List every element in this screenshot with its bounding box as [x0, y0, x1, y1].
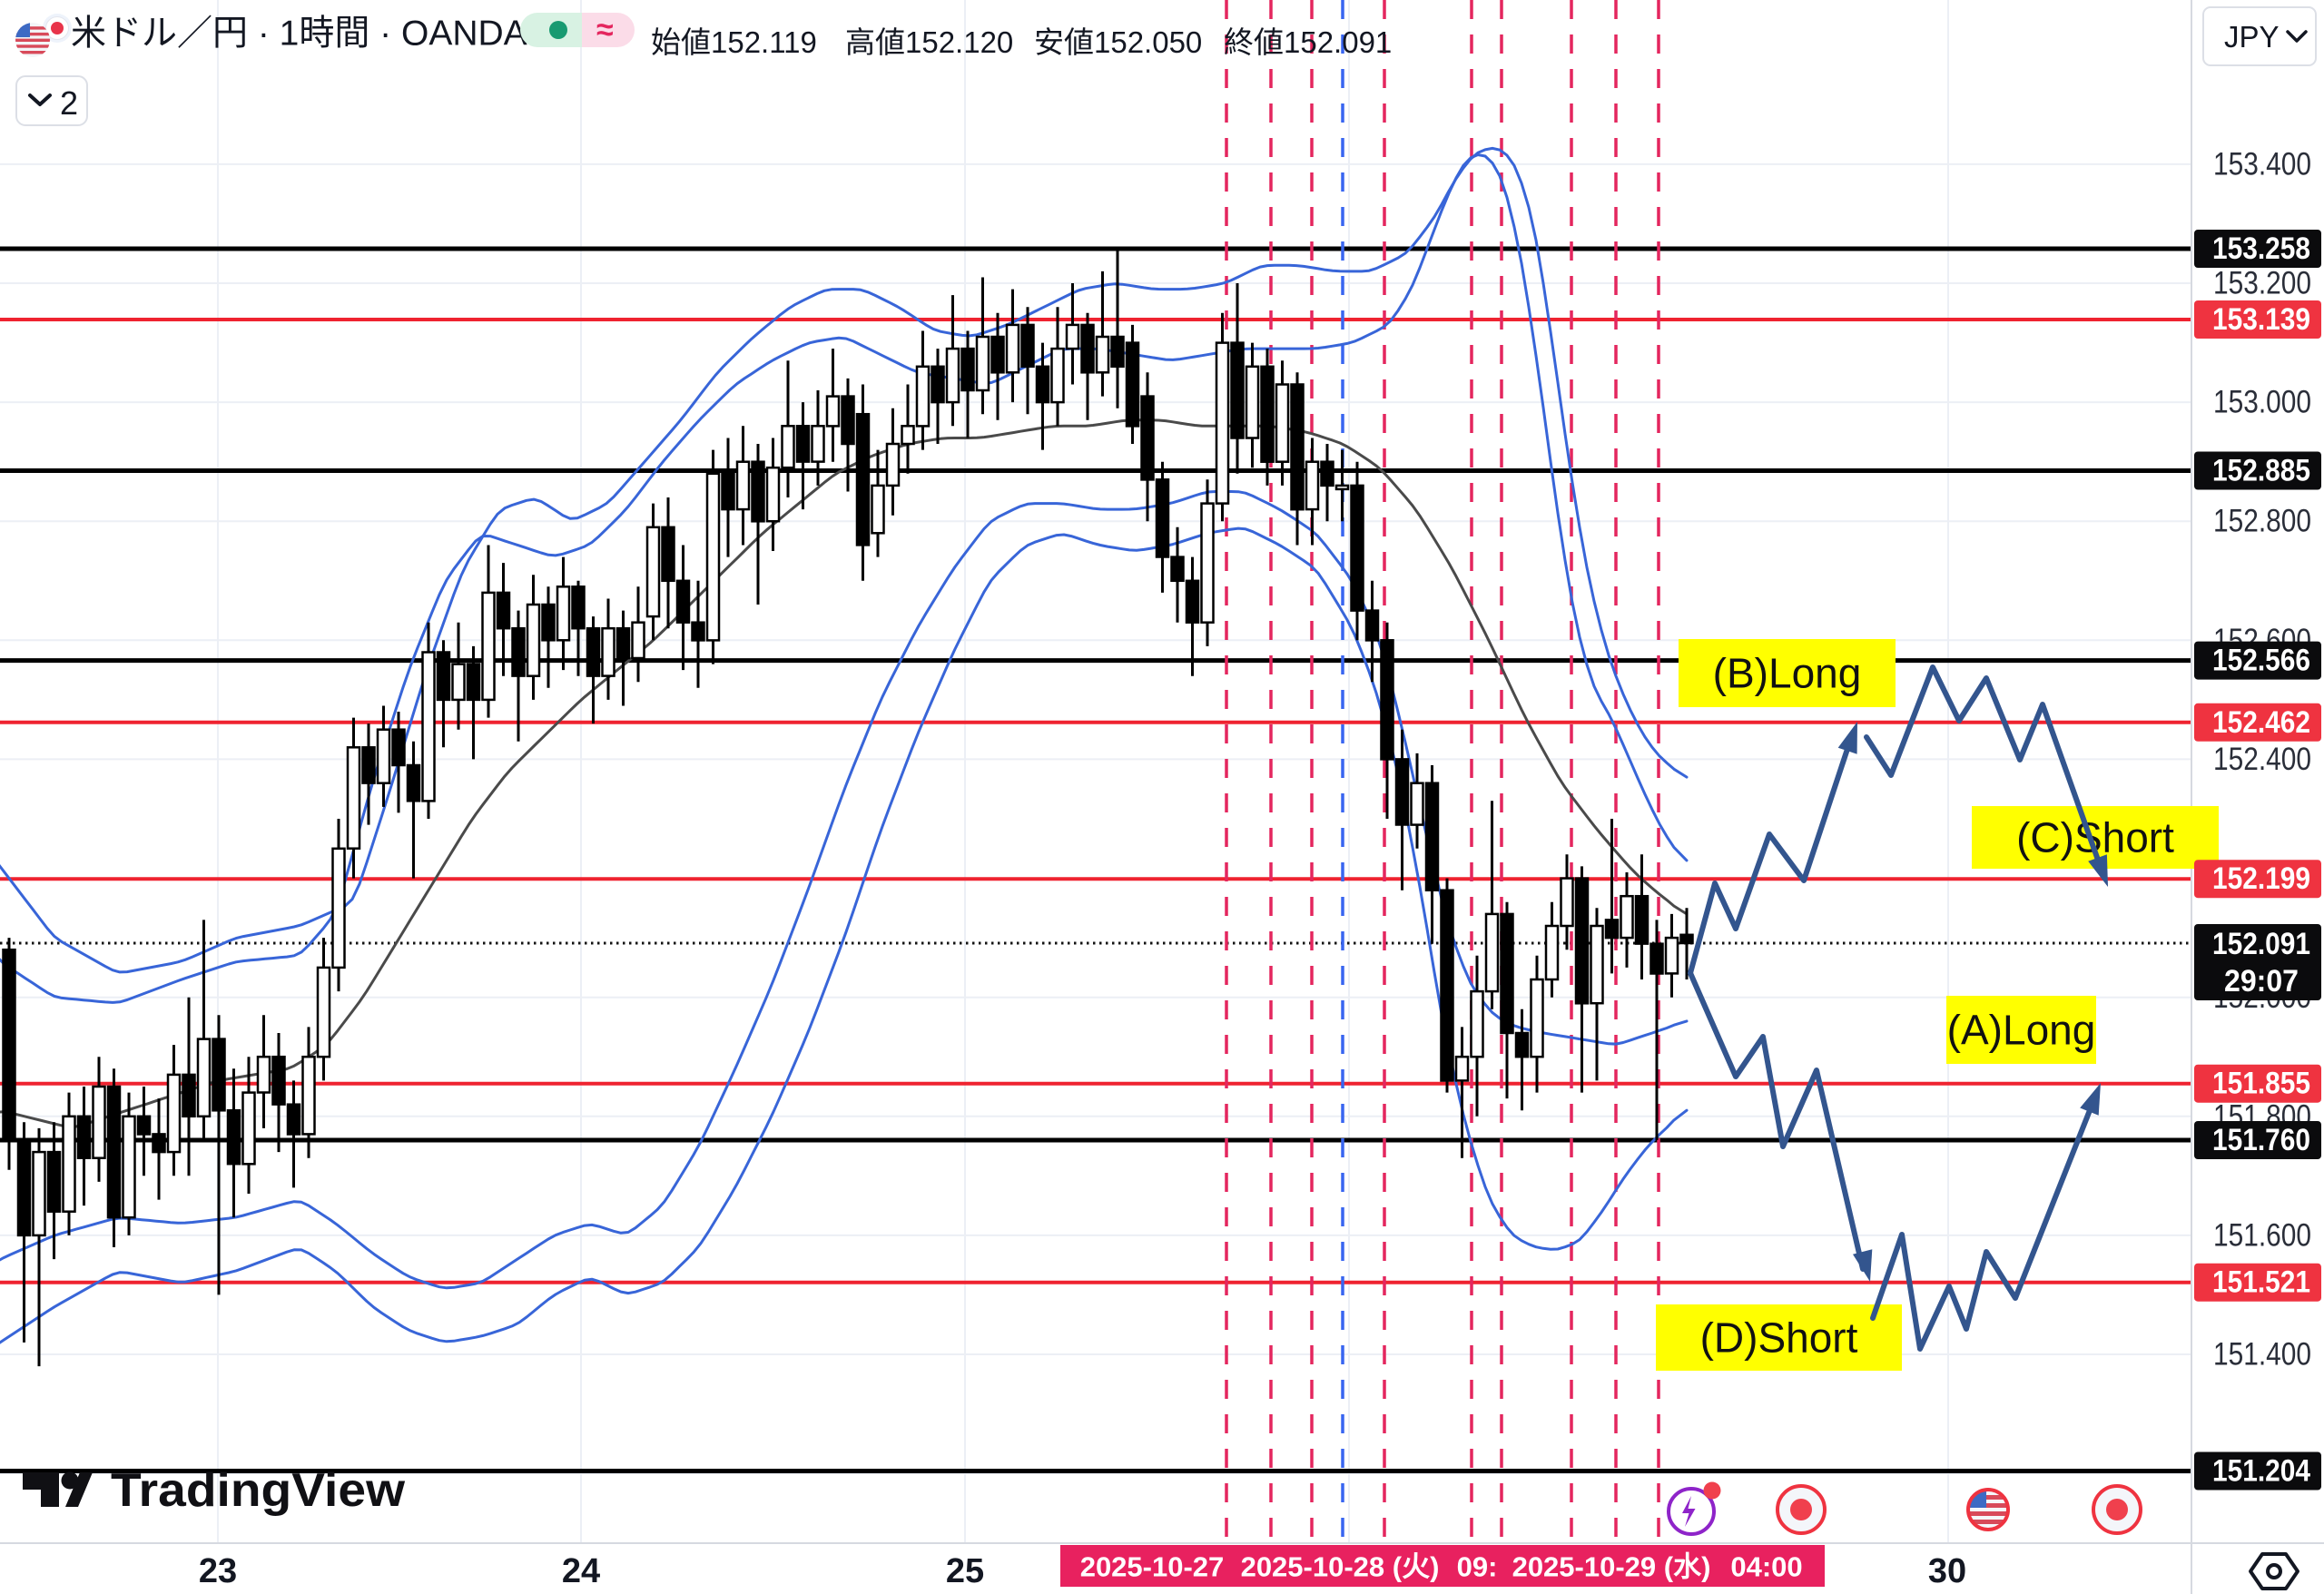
svg-text:152.199: 152.199: [2212, 861, 2310, 896]
svg-text:24: 24: [562, 1552, 600, 1590]
svg-text:30: 30: [1928, 1552, 1966, 1590]
svg-text:高値152.120: 高値152.120: [845, 25, 1013, 59]
svg-text:151.855: 151.855: [2212, 1067, 2310, 1101]
svg-text:≈: ≈: [596, 13, 614, 47]
svg-text:151.521: 151.521: [2212, 1265, 2310, 1300]
svg-text:2025-10-27: 2025-10-27: [1080, 1551, 1225, 1583]
svg-text:23: 23: [199, 1552, 237, 1590]
svg-text:2025-10-28 (火): 2025-10-28 (火): [1241, 1551, 1440, 1583]
svg-text:2025-10-29 (水): 2025-10-29 (水): [1512, 1551, 1711, 1583]
svg-text:2: 2: [60, 84, 78, 122]
svg-text:151.204: 151.204: [2212, 1454, 2310, 1489]
svg-text:始値152.119: 始値152.119: [651, 25, 817, 59]
svg-text:安値152.050: 安値152.050: [1034, 25, 1202, 59]
svg-text:153.258: 153.258: [2212, 231, 2310, 266]
svg-text:153.200: 153.200: [2213, 266, 2311, 301]
svg-text:152.566: 152.566: [2212, 644, 2310, 678]
svg-text:151.400: 151.400: [2213, 1337, 2311, 1373]
svg-text:153.000: 153.000: [2213, 385, 2311, 420]
svg-text:25: 25: [946, 1552, 984, 1590]
svg-text:TradingView: TradingView: [111, 1464, 406, 1517]
svg-text:152.885: 152.885: [2212, 454, 2310, 488]
svg-text:152.091: 152.091: [2212, 927, 2310, 961]
svg-text:151.760: 151.760: [2212, 1123, 2310, 1157]
svg-text:152.400: 152.400: [2213, 742, 2311, 777]
svg-text:29:07: 29:07: [2224, 964, 2299, 999]
svg-text:04:00: 04:00: [1730, 1551, 1802, 1583]
svg-text:151.600: 151.600: [2213, 1217, 2311, 1253]
svg-text:152.462: 152.462: [2212, 705, 2310, 740]
svg-text:(A)Long: (A)Long: [1947, 1007, 2096, 1054]
svg-text:(B)Long: (B)Long: [1713, 650, 1862, 697]
svg-text:JPY: JPY: [2224, 20, 2280, 54]
svg-text:153.400: 153.400: [2213, 146, 2311, 182]
svg-text:153.139: 153.139: [2212, 302, 2310, 337]
svg-text:(D)Short: (D)Short: [1700, 1314, 1858, 1362]
svg-text:米ドル／円 · 1時間 · OANDA: 米ドル／円 · 1時間 · OANDA: [71, 15, 527, 54]
svg-text:09:: 09:: [1457, 1551, 1498, 1583]
svg-text:152.800: 152.800: [2213, 504, 2311, 539]
svg-text:終値152.091: 終値152.091: [1224, 25, 1392, 59]
